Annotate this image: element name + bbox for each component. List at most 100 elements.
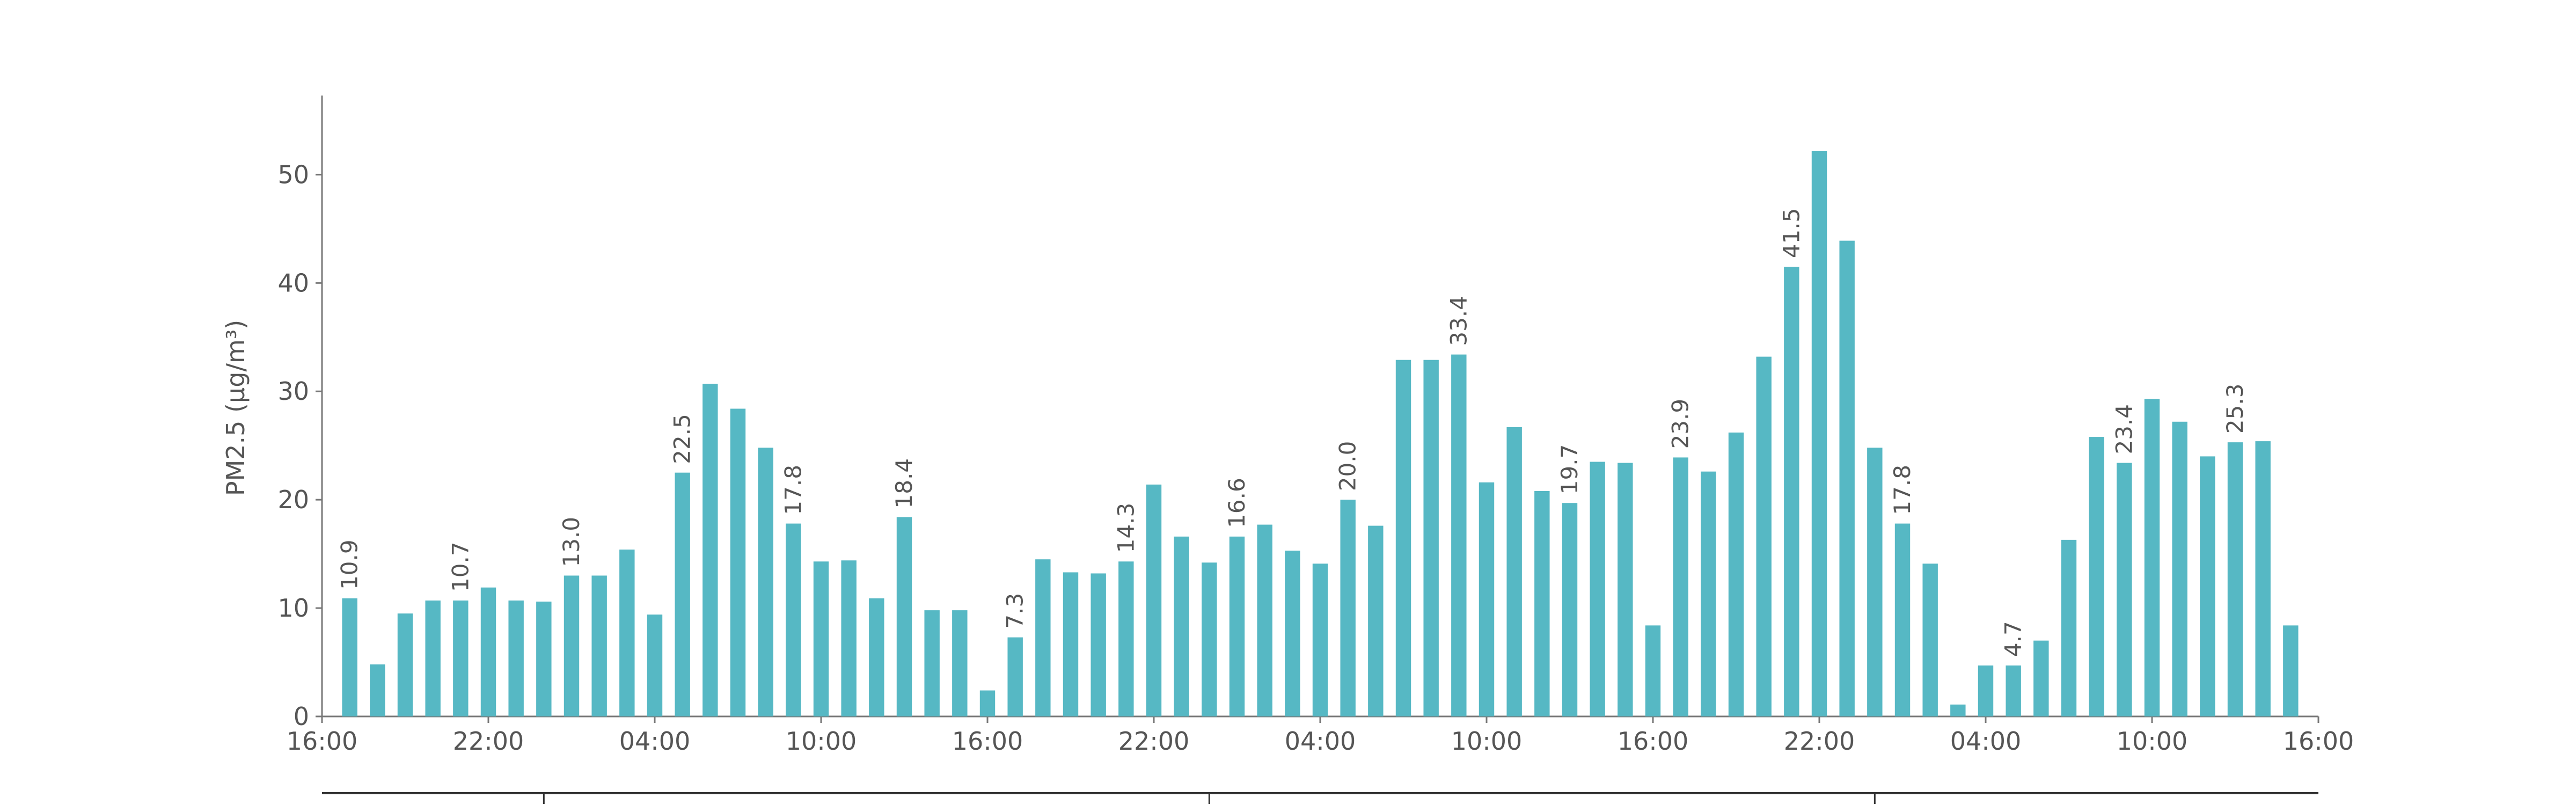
y-tick-label: 40 [277,268,309,297]
bar [1950,704,1966,716]
bar [1174,536,1189,716]
x-tick-label: 16:00 [2283,727,2354,756]
bar [1118,561,1134,716]
bar [924,610,940,716]
value-label: 33.4 [1445,296,1472,346]
value-label: 41.5 [1778,208,1804,259]
bar [1811,150,1827,717]
bar [425,600,441,716]
value-label: 17.8 [780,465,806,515]
value-label: 19.7 [1556,444,1583,495]
x-tick-label: 22:00 [1784,727,1855,756]
bar [2061,539,2077,716]
x-tick-label: 16:00 [1618,727,1689,756]
value-label: 23.4 [2111,404,2137,455]
bar [1701,471,1716,716]
bar [841,560,857,716]
y-tick-label: 0 [294,702,309,731]
bar [1035,559,1051,716]
bar [952,610,968,716]
bar [813,561,829,716]
x-tick-label: 04:00 [1950,727,2022,756]
bar [1867,448,1883,716]
bar [564,575,580,716]
bar [1257,524,1272,716]
y-tick-label: 20 [277,485,309,514]
bar [1312,564,1328,716]
value-label: 4.7 [2000,621,2026,657]
value-label: 23.9 [1667,399,1694,449]
bar [1451,354,1467,716]
x-tick-label: 16:00 [952,727,1023,756]
bar [480,587,496,716]
bar [869,598,884,716]
bar [1534,491,1550,716]
bar [786,523,801,716]
bar [619,550,635,716]
bar [536,601,552,716]
x-tick-label: 22:00 [453,727,524,756]
bar [730,408,746,716]
bar [1229,536,1245,716]
bar [1756,356,1772,716]
value-label: 7.3 [1002,593,1028,629]
bar [1562,503,1578,716]
bar [1479,482,1495,716]
value-label: 22.5 [669,414,696,464]
bar [1894,523,1911,716]
bar [1978,665,1994,716]
bar [675,472,690,716]
bar [647,614,663,716]
bar [1285,551,1300,716]
bar [397,613,413,716]
bar [2283,625,2299,716]
bar [2117,463,2132,716]
bar [896,517,912,716]
bar [1922,564,1938,716]
y-tick-label: 10 [277,594,309,623]
bar [1728,432,1744,716]
x-tick-label: 22:00 [1118,727,1190,756]
x-tick-label: 16:00 [287,727,358,756]
x-tick-label: 04:00 [1285,727,1356,756]
bar [2200,456,2215,716]
value-label: 14.3 [1113,503,1139,553]
bar [453,600,469,716]
x-tick-label: 04:00 [619,727,691,756]
bar [758,448,773,716]
bar [1146,484,1162,716]
bar [2033,640,2049,716]
bar [342,598,357,716]
y-tick-label: 30 [277,377,309,406]
value-label: 10.9 [336,539,363,590]
value-label: 20.0 [1335,441,1361,492]
bar [1340,500,1356,716]
bar [2144,399,2160,716]
value-label: 18.4 [891,458,917,509]
value-label: 13.0 [558,517,584,567]
bar [979,690,996,716]
bar [1395,360,1411,716]
bar [1645,625,1661,716]
x-tick-label: 10:00 [1451,727,1523,756]
value-label: 16.6 [1224,478,1250,528]
bar [2227,442,2243,716]
bar [2172,421,2187,716]
y-axis-label: PM2.5 (μg/m³) [221,320,250,496]
bar [1368,525,1384,716]
bar [1063,572,1079,716]
x-tick-label: 10:00 [2117,727,2188,756]
x-tick-label: 10:00 [786,727,857,756]
bar [1091,573,1106,716]
bar [1202,562,1217,716]
bar [1839,240,1855,717]
bar [2089,437,2104,716]
bar [2006,665,2021,716]
value-label: 25.3 [2222,384,2248,434]
bar [2255,441,2271,716]
bar [591,575,607,716]
bar [1007,637,1023,716]
bar [508,600,524,716]
